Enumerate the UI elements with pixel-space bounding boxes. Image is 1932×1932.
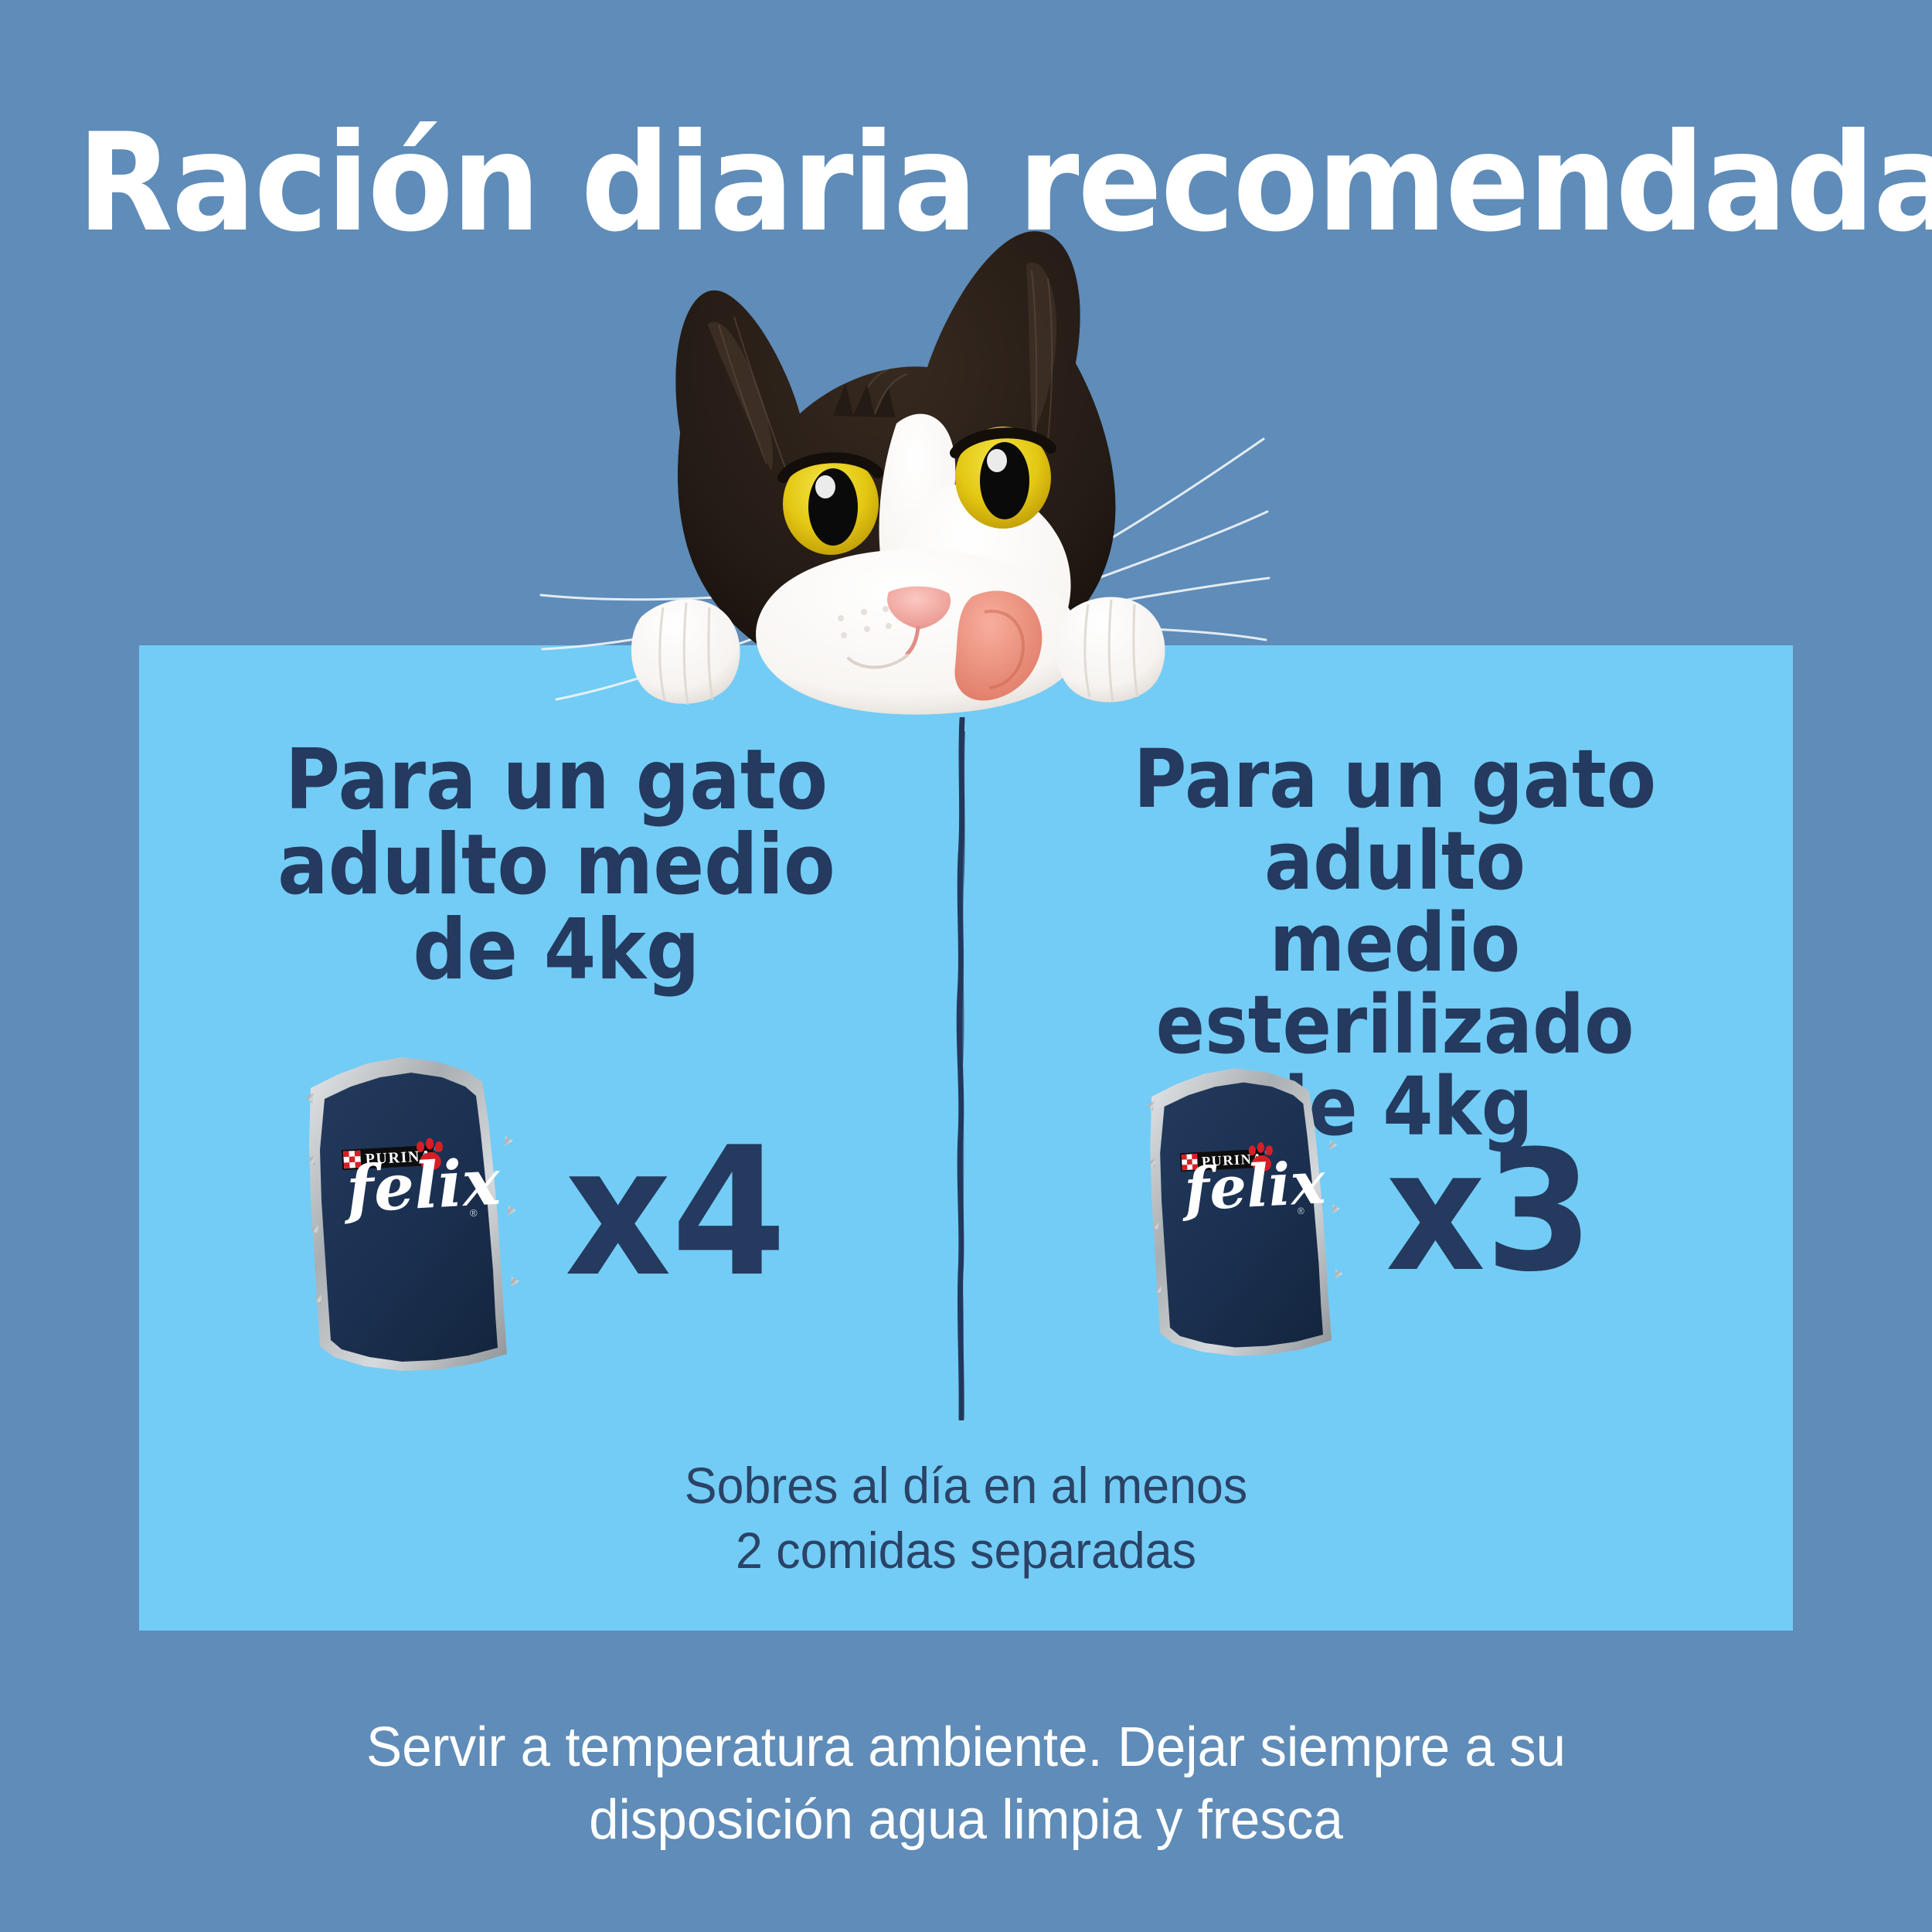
panel-footnote-line-2: 2 comidas separadas (735, 1522, 1196, 1580)
cat-head (675, 231, 1116, 687)
column-divider (952, 716, 972, 1422)
felix-wordmark: felix (1179, 1148, 1328, 1224)
caption-line-1: Servir a temperatura ambiente. Dejar sie… (366, 1716, 1566, 1778)
heading-line-1: Para un gato (284, 732, 828, 828)
portion-row-sterilised: PURINA ® felix ® x3 (1136, 1063, 1600, 1360)
eye-left (777, 452, 883, 555)
cat-illustration (526, 231, 1270, 715)
multiplier-sterilised: x3 (1386, 1114, 1594, 1308)
heading-line-2: medio esterilizado (1155, 896, 1634, 1073)
heading-line-3: de 4kg (413, 902, 700, 999)
nose (887, 586, 951, 629)
whiskers-right (1065, 437, 1270, 641)
paw-print-icon (1248, 1142, 1273, 1172)
purina-checkerboard (343, 1150, 362, 1168)
paw-print-icon (417, 1138, 443, 1170)
svg-text:®: ® (470, 1207, 478, 1219)
heading-line-2: adulto medio (277, 817, 835, 914)
column-heading-standard: Para un gato adulto medio de 4kg (233, 732, 880, 999)
heading-line-1: Para un gato adulto (1133, 732, 1657, 909)
felix-pouch: PURINA ® felix ® (1136, 1063, 1349, 1360)
panel-footnote-line-1: Sobres al día en al menos (684, 1457, 1248, 1514)
multiplier-standard: x4 (564, 1110, 787, 1316)
eye-right (950, 427, 1056, 529)
portion-row-standard: PURINA ® felix ® x4 (294, 1051, 794, 1376)
face-blaze (879, 413, 956, 598)
felix-wordmark: felix (341, 1145, 502, 1228)
felix-pouch: PURINA ® felix ® (294, 1051, 526, 1376)
panel-footnote: Sobres al día en al menos 2 comidas sepa… (181, 1453, 1752, 1583)
caption-line-2: disposición agua limpia y fresca (589, 1788, 1343, 1851)
purina-checkerboard (1181, 1154, 1198, 1171)
svg-text:®: ® (1298, 1206, 1304, 1216)
page-title: Ración diaria recomendada (77, 105, 1932, 262)
bottom-caption: Servir a temperatura ambiente. Dejar sie… (172, 1712, 1760, 1856)
column-heading-sterilised: Para un gato adulto medio esterilizado d… (1044, 738, 1747, 1148)
